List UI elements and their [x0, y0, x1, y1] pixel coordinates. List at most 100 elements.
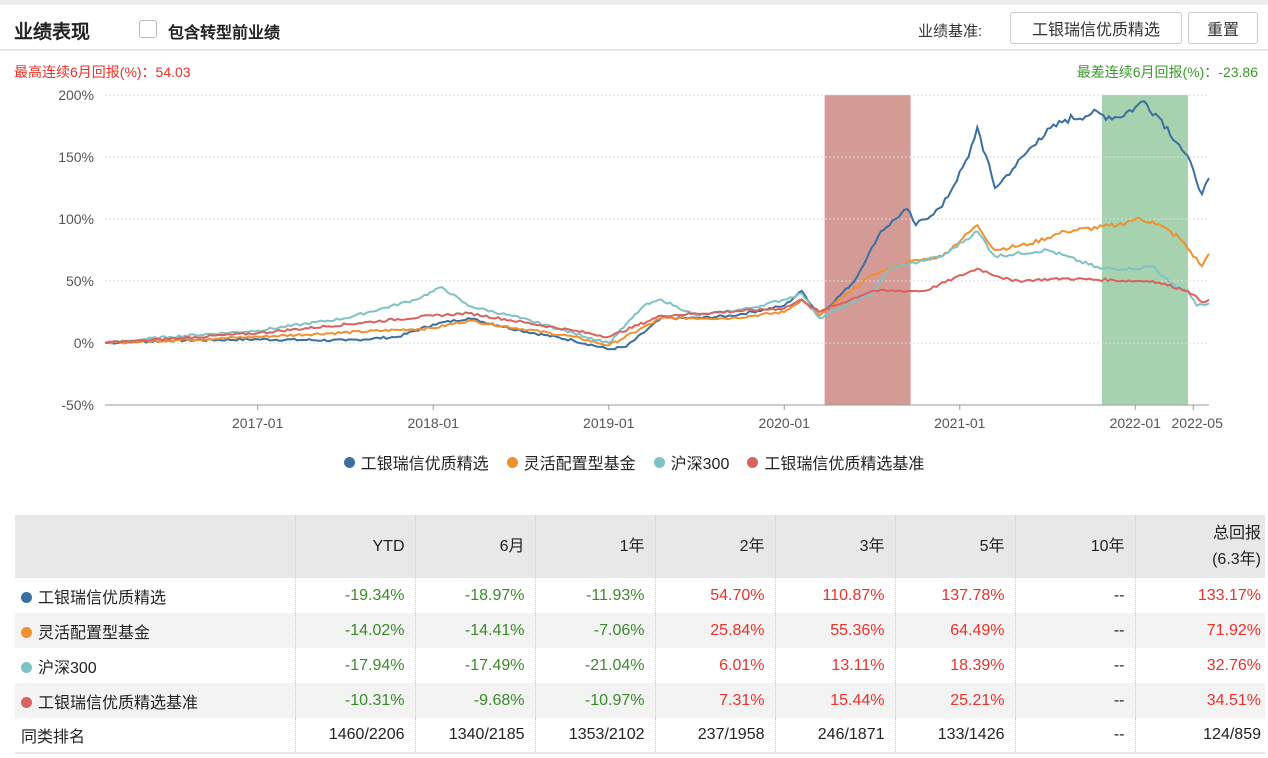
legend-label: 工银瑞信优质精选基准 — [764, 456, 925, 473]
legend-dot-icon — [747, 456, 759, 468]
value-cell: -21.04% — [535, 648, 656, 683]
series-dot-icon — [21, 591, 32, 603]
value-cell: -14.41% — [415, 613, 536, 648]
row-name-cell: 工银瑞信优质精选 — [15, 578, 296, 613]
legend-dot-icon — [653, 456, 665, 468]
value-cell: 25.84% — [655, 613, 776, 648]
rank-cell: 246/1871 — [775, 718, 896, 754]
value-cell: -19.34% — [295, 578, 416, 613]
column-header: 5年 — [895, 515, 1016, 578]
series-line-fund — [104, 100, 1210, 351]
row-name: 工银瑞信优质精选 — [38, 589, 167, 607]
value-cell: 64.49% — [895, 613, 1016, 648]
header: 业绩表现 包含转型前业绩 业绩基准: 工银瑞信优质精选 重置 — [0, 5, 1268, 51]
value-cell: -14.02% — [295, 613, 416, 648]
legend-label: 沪深300 — [670, 456, 730, 473]
value-cell: 13.11% — [775, 648, 896, 683]
value-cell: -- — [1015, 578, 1136, 613]
value-cell: 54.70% — [655, 578, 776, 613]
x-tick-label: 2022-01 — [1110, 415, 1162, 431]
series-line-benchmark — [104, 267, 1210, 344]
y-tick-label: 0% — [74, 335, 94, 351]
y-tick-label: 200% — [58, 87, 94, 103]
value-cell: 15.44% — [775, 683, 896, 718]
legend-item-hs300[interactable]: 沪深300 — [653, 450, 730, 474]
section-title: 业绩表现 — [14, 22, 91, 43]
row-name-cell: 沪深300 — [15, 648, 296, 683]
include-checkbox-label[interactable]: 包含转型前业绩 — [168, 25, 281, 42]
value-cell: 71.92% — [1135, 613, 1265, 648]
reset-button[interactable]: 重置 — [1188, 12, 1258, 44]
column-header: 2年 — [655, 515, 776, 578]
x-tick-label: 2017-01 — [232, 415, 284, 431]
value-cell: 7.31% — [655, 683, 776, 718]
column-header: 10年 — [1015, 515, 1136, 578]
series-line-category — [104, 216, 1210, 347]
value-cell: -17.94% — [295, 648, 416, 683]
rank-label: 同类排名 — [15, 718, 296, 754]
column-header — [15, 515, 296, 578]
value-cell: 110.87% — [775, 578, 896, 613]
row-name: 沪深300 — [38, 659, 97, 677]
total-label: 总回报 — [1212, 524, 1261, 542]
value-cell: 6.01% — [655, 648, 776, 683]
value-cell: 25.21% — [895, 683, 1016, 718]
worst-6m-band — [1101, 95, 1188, 405]
value-cell: 133.17% — [1197, 586, 1261, 604]
x-tick-label: 2021-01 — [934, 415, 986, 431]
value-cell: -7.06% — [535, 613, 656, 648]
rank-cell: 124/859 — [1135, 718, 1265, 754]
x-tick-label: 2018-01 — [408, 415, 460, 431]
max-6m-return: 最高连续6月回报(%)：54.03 — [14, 64, 191, 80]
top-strip — [0, 0, 1268, 5]
value-cell: 18.39% — [895, 648, 1016, 683]
value-cell: -- — [1015, 683, 1136, 718]
column-header: YTD — [295, 515, 416, 578]
benchmark-label: 业绩基准: — [918, 23, 983, 40]
min-6m-return: 最差连续6月回报(%)：-23.86 — [1076, 64, 1258, 80]
benchmark-select-button[interactable]: 工银瑞信优质精选 — [1010, 12, 1182, 44]
performance-table: YTD 6月 1年 2年 3年 5年 10年 总回报 (6.3年) 工银瑞信优质精选 -19.34… — [15, 515, 1265, 754]
series-dot-icon — [21, 626, 32, 638]
value-cell: -17.49% — [415, 648, 536, 683]
legend-item-benchmark[interactable]: 工银瑞信优质精选基准 — [747, 450, 924, 474]
rank-cell: 1353/2102 — [535, 718, 656, 754]
value-cell: -18.97% — [415, 578, 536, 613]
row-name-cell: 工银瑞信优质精选基准 — [15, 683, 296, 718]
rank-cell: -- — [1015, 718, 1136, 754]
x-tick-label: 2019-01 — [583, 415, 635, 431]
value-cell: -10.31% — [295, 683, 416, 718]
legend-label: 工银瑞信优质精选 — [360, 456, 489, 473]
legend-label: 灵活配置型基金 — [523, 456, 636, 473]
row-name: 灵活配置型基金 — [38, 624, 151, 642]
legend-item-category[interactable]: 灵活配置型基金 — [506, 450, 636, 474]
series-dot-icon — [21, 696, 32, 708]
value-cell: -11.93% — [535, 578, 656, 613]
column-header: 1年 — [535, 515, 656, 578]
table-row: 工银瑞信优质精选 -19.34% -18.97% -11.93% 54.70% 110.8… — [15, 578, 1265, 613]
legend-dot-icon — [506, 456, 518, 468]
column-header: 6月 — [415, 515, 536, 578]
value-cell: 32.76% — [1206, 656, 1261, 674]
value-cell: 34.51% — [1135, 683, 1265, 718]
row-name: 工银瑞信优质精选基准 — [38, 694, 199, 712]
chart-legend: 工银瑞信优质精选 灵活配置型基金 沪深300 工银瑞信优质精选基准 — [0, 450, 1268, 474]
performance-chart: 200% 150% 100% 50% 0% -50% 2017-01 2018-01 2019-… — [58, 87, 1223, 431]
rank-cell: 237/1958 — [655, 718, 776, 754]
value-cell: 137.78% — [895, 578, 1016, 613]
total-period: (6.3年) — [1212, 550, 1261, 568]
legend-item-fund[interactable]: 工银瑞信优质精选 — [343, 450, 489, 474]
column-header-total: 总回报 (6.3年) — [1135, 515, 1265, 578]
series-line-hs300 — [104, 230, 1210, 345]
rank-cell: 133/1426 — [895, 718, 1016, 754]
y-tick-label: 150% — [58, 149, 94, 165]
rank-cell: 1340/2185 — [415, 718, 536, 754]
table-row: 工银瑞信优质精选基准 -10.31% -9.68% -10.97% 7.31% 15.44… — [15, 683, 1265, 718]
best-6m-band — [824, 95, 911, 405]
rank-cell: 1460/2206 — [295, 718, 416, 754]
value-cell: 55.36% — [775, 613, 896, 648]
table-row: 灵活配置型基金 -14.02% -14.41% -7.06% 25.84% 55.36% 6… — [15, 613, 1265, 648]
include-checkbox[interactable] — [139, 20, 157, 38]
y-tick-label: -50% — [61, 397, 94, 413]
value-cell: -- — [1015, 613, 1136, 648]
